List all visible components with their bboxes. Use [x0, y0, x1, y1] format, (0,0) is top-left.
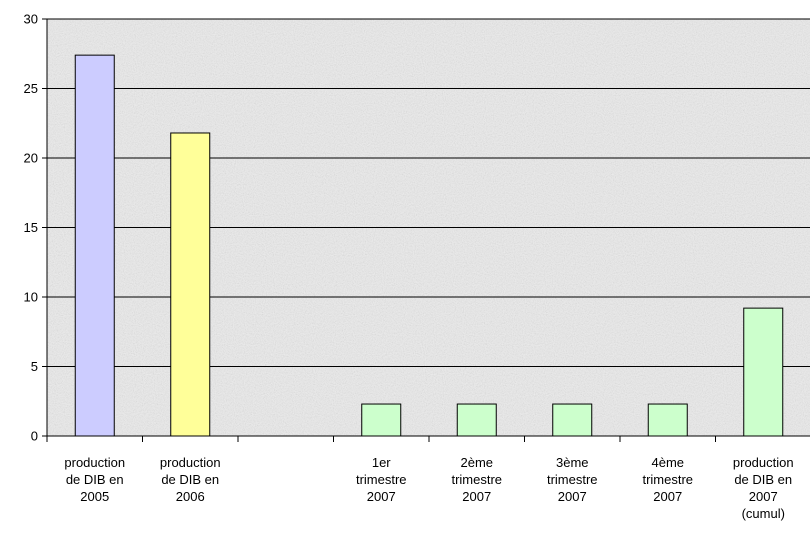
bar — [456, 403, 497, 437]
y-tick-label: 5 — [31, 359, 38, 374]
x-category-label: 2ème trimestre 2007 — [451, 455, 502, 504]
x-category-label: 1er trimestre 2007 — [356, 455, 407, 504]
x-category-label: 4ème trimestre 2007 — [642, 455, 693, 504]
bar — [647, 403, 688, 437]
x-category-label: production de DIB en 2006 — [160, 455, 221, 504]
bar — [552, 403, 593, 437]
y-axis-ticks: 0 5 10 15 20 25 30 — [24, 12, 47, 444]
y-tick-label: 10 — [24, 290, 38, 305]
bar — [170, 132, 211, 437]
y-tick-label: 30 — [24, 12, 38, 27]
y-tick-label: 15 — [24, 220, 38, 235]
y-tick-label: 0 — [31, 429, 38, 444]
y-tick-label: 20 — [24, 151, 38, 166]
bar — [74, 54, 115, 437]
bars — [74, 54, 784, 437]
bar — [361, 403, 402, 437]
x-category-label: production de DIB en 2007 (cumul) — [733, 455, 794, 521]
y-tick-label: 25 — [24, 81, 38, 96]
x-category-label: 3ème trimestre 2007 — [547, 455, 598, 504]
x-category-label: production de DIB en 2005 — [64, 455, 125, 504]
x-axis-labels: production de DIB en 2005 production de DIB … — [64, 455, 793, 521]
bar — [743, 307, 784, 437]
